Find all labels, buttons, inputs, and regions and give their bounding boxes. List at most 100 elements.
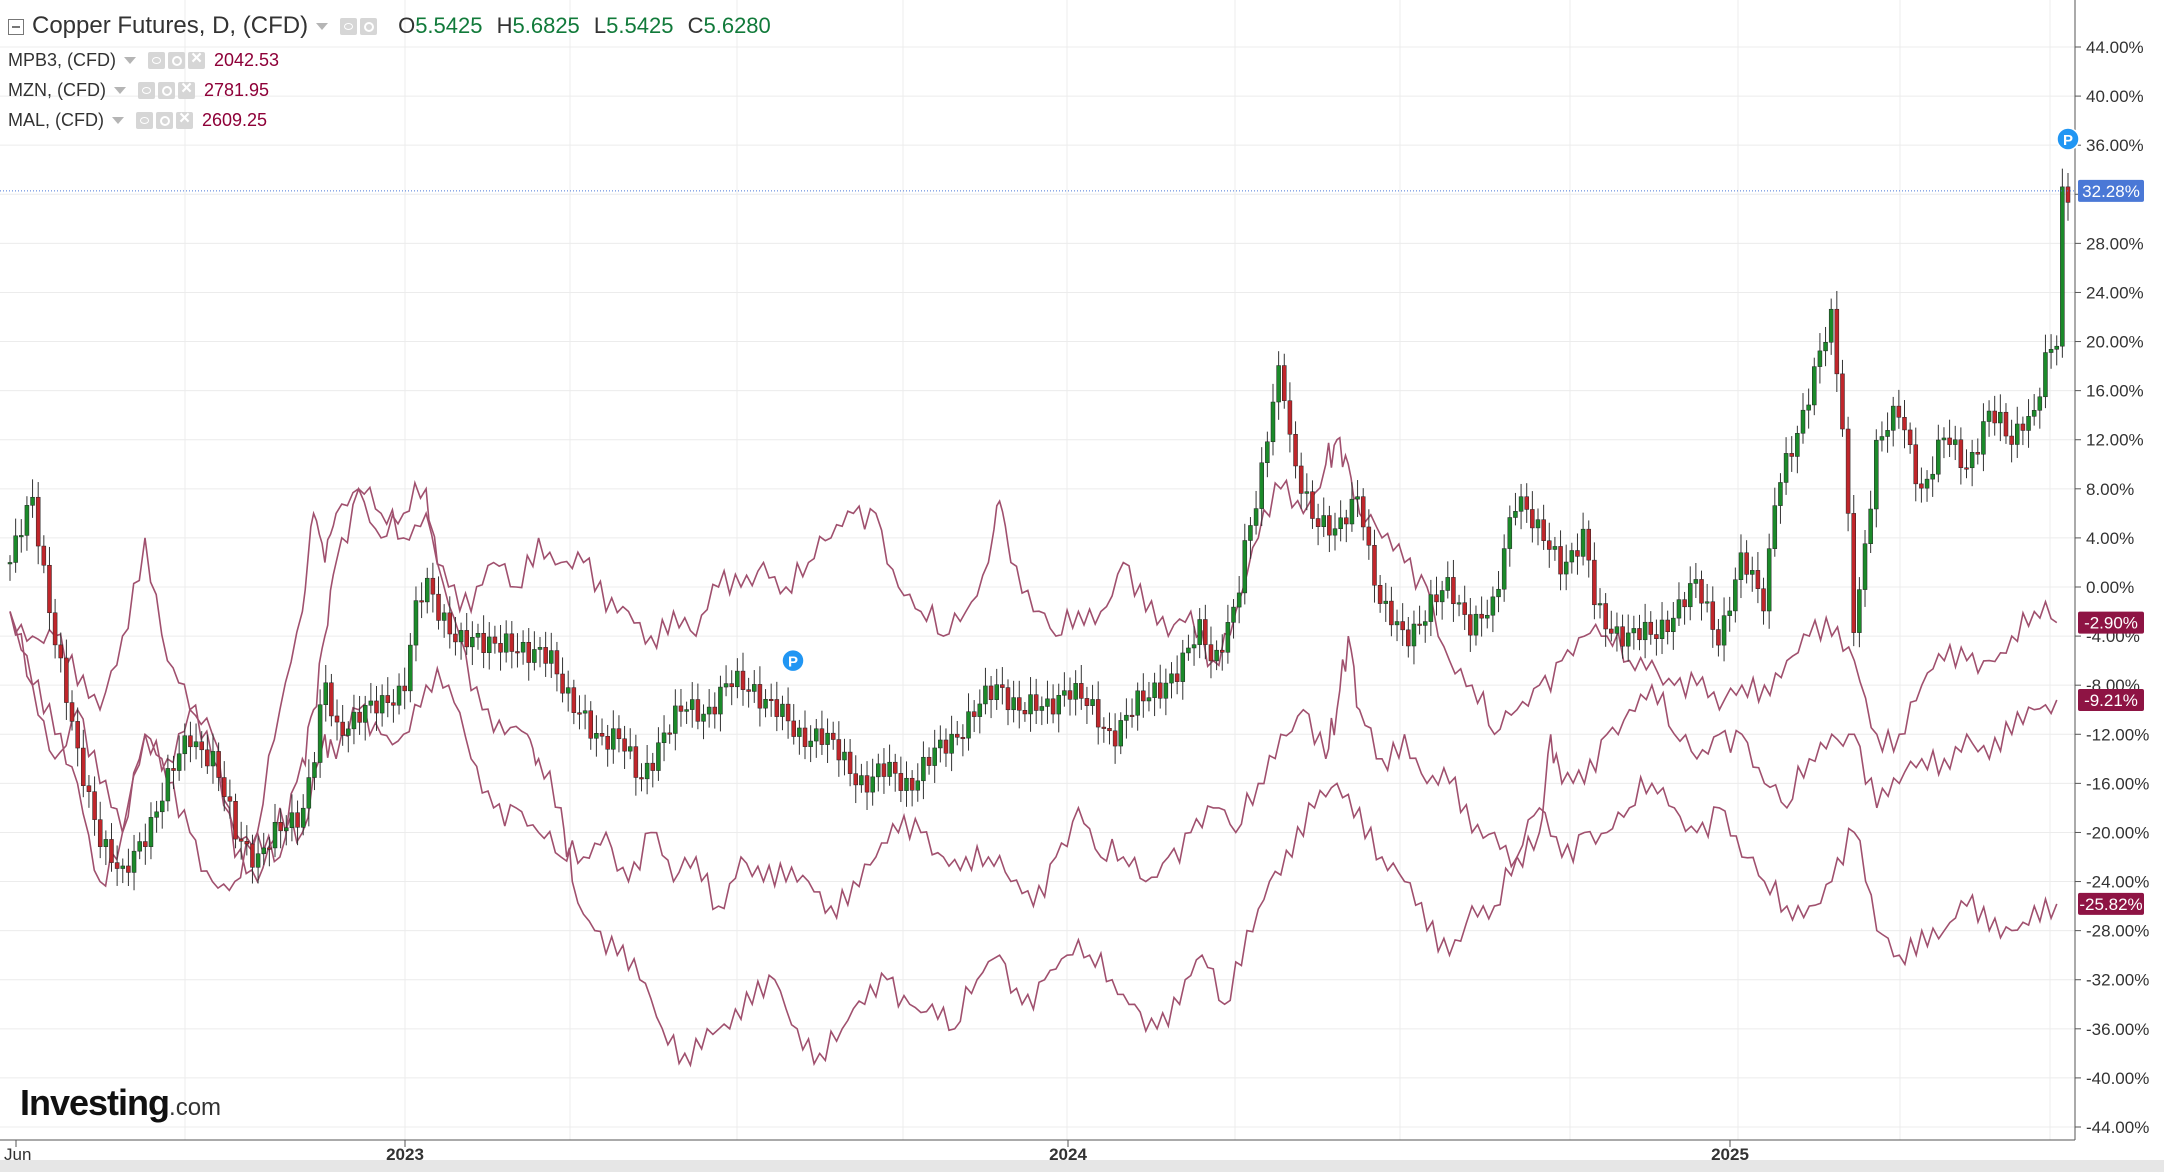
close-icon[interactable] (176, 108, 193, 130)
eye-icon[interactable] (148, 52, 165, 69)
candle-body (847, 751, 853, 774)
candle-body (447, 612, 453, 635)
candle-body (735, 670, 740, 688)
gear-icon[interactable] (360, 17, 378, 35)
candle-body (971, 711, 977, 717)
candle-body (1733, 579, 1738, 612)
candle-body (926, 756, 932, 766)
candle-body (1462, 602, 1467, 615)
candle-body (430, 577, 436, 595)
candle-body (752, 684, 757, 692)
candle-body (1107, 728, 1112, 732)
candle-body (244, 841, 250, 845)
candle-body (605, 735, 610, 750)
y-tick-label: -16.00% (2086, 774, 2149, 793)
candle-body (921, 756, 926, 782)
candle-body (543, 647, 548, 664)
gear-icon[interactable] (156, 112, 173, 129)
candle-body (1789, 453, 1794, 457)
candle-body (1022, 710, 1028, 715)
candle-body (188, 735, 193, 748)
candle-body (1394, 621, 1400, 626)
candle-body (30, 496, 35, 506)
candle-body (661, 732, 667, 744)
eye-icon[interactable] (136, 112, 153, 129)
candle-body (633, 746, 639, 778)
close-icon[interactable] (177, 78, 195, 100)
chevron-down-icon[interactable] (113, 87, 126, 94)
candle-body (182, 735, 188, 755)
candle-body (351, 711, 357, 730)
candle-body (154, 811, 159, 818)
chevron-down-icon[interactable] (316, 22, 329, 30)
candle-body (1135, 690, 1140, 716)
candle-body (1654, 634, 1659, 639)
candle-body (729, 683, 734, 688)
candle-body (870, 776, 875, 793)
y-tick-label: -36.00% (2086, 1020, 2149, 1039)
high-value: 5.6825 (512, 13, 580, 38)
low-value: 5.5425 (606, 13, 674, 38)
candle-body (1637, 628, 1642, 641)
candle-body (1530, 509, 1535, 529)
chevron-down-icon[interactable] (124, 57, 136, 64)
candle-body (909, 777, 915, 791)
candle-body (1214, 649, 1219, 662)
candle-body (1400, 621, 1405, 631)
candle-body (2026, 416, 2031, 431)
candle-body (1479, 613, 1484, 619)
candle-body (362, 705, 368, 723)
candle-body (1671, 617, 1676, 633)
candle-body (954, 733, 960, 738)
candle-body (1073, 683, 1078, 700)
candle-body (1541, 519, 1546, 541)
candle-body (1693, 579, 1699, 584)
candle-body (1293, 434, 1298, 467)
y-tick-label: -24.00% (2086, 873, 2149, 892)
series-title[interactable]: MAL, (CFD) (8, 110, 104, 130)
collapse-icon[interactable] (8, 19, 24, 35)
event-markers[interactable]: PP (781, 127, 2080, 673)
candle-body (1902, 417, 1907, 431)
candle-body (481, 633, 486, 653)
eye-icon[interactable] (137, 82, 155, 99)
candle-body (1941, 437, 1947, 441)
x-tick-label: 2024 (1049, 1145, 1087, 1164)
candle-body (1783, 453, 1789, 483)
eye-icon[interactable] (340, 17, 358, 35)
candle-body (763, 698, 768, 709)
candle-body (757, 684, 763, 709)
candle-body (1761, 588, 1766, 612)
candle-body (1428, 594, 1434, 622)
y-tick-label: 20.00% (2086, 333, 2144, 352)
candle-body (1338, 517, 1343, 529)
candle-body (1062, 690, 1067, 696)
candle-body (1851, 513, 1856, 633)
candle-body (205, 749, 210, 767)
main-series-title[interactable]: Copper Futures, D, (CFD) (32, 12, 309, 39)
candle-body (1366, 526, 1372, 546)
gear-icon[interactable] (168, 52, 185, 69)
candle-body (791, 720, 796, 737)
gear-icon[interactable] (157, 82, 175, 99)
candle-body (949, 733, 954, 754)
ohlc-values: O5.5425 H5.6825 L5.5425 C5.6280 (398, 13, 771, 38)
y-tick-label: 12.00% (2086, 431, 2144, 450)
candle-body (1992, 410, 1997, 424)
chevron-down-icon[interactable] (112, 117, 124, 124)
candle-body (1614, 626, 1620, 634)
candle-body (1067, 690, 1073, 700)
series-title[interactable]: MZN, (CFD) (8, 80, 106, 100)
candle-body (312, 762, 317, 778)
candle-body (419, 600, 424, 603)
candle-body (1045, 698, 1050, 707)
series-title[interactable]: MPB3, (CFD) (8, 50, 116, 70)
y-tick-label: -44.00% (2086, 1118, 2149, 1137)
candle-body (1795, 433, 1800, 457)
candle-body (1349, 498, 1355, 525)
candle-body (689, 699, 695, 710)
candle-body (1896, 405, 1902, 418)
close-icon[interactable] (188, 48, 205, 70)
series-line-mpb3 (9, 611, 2058, 921)
